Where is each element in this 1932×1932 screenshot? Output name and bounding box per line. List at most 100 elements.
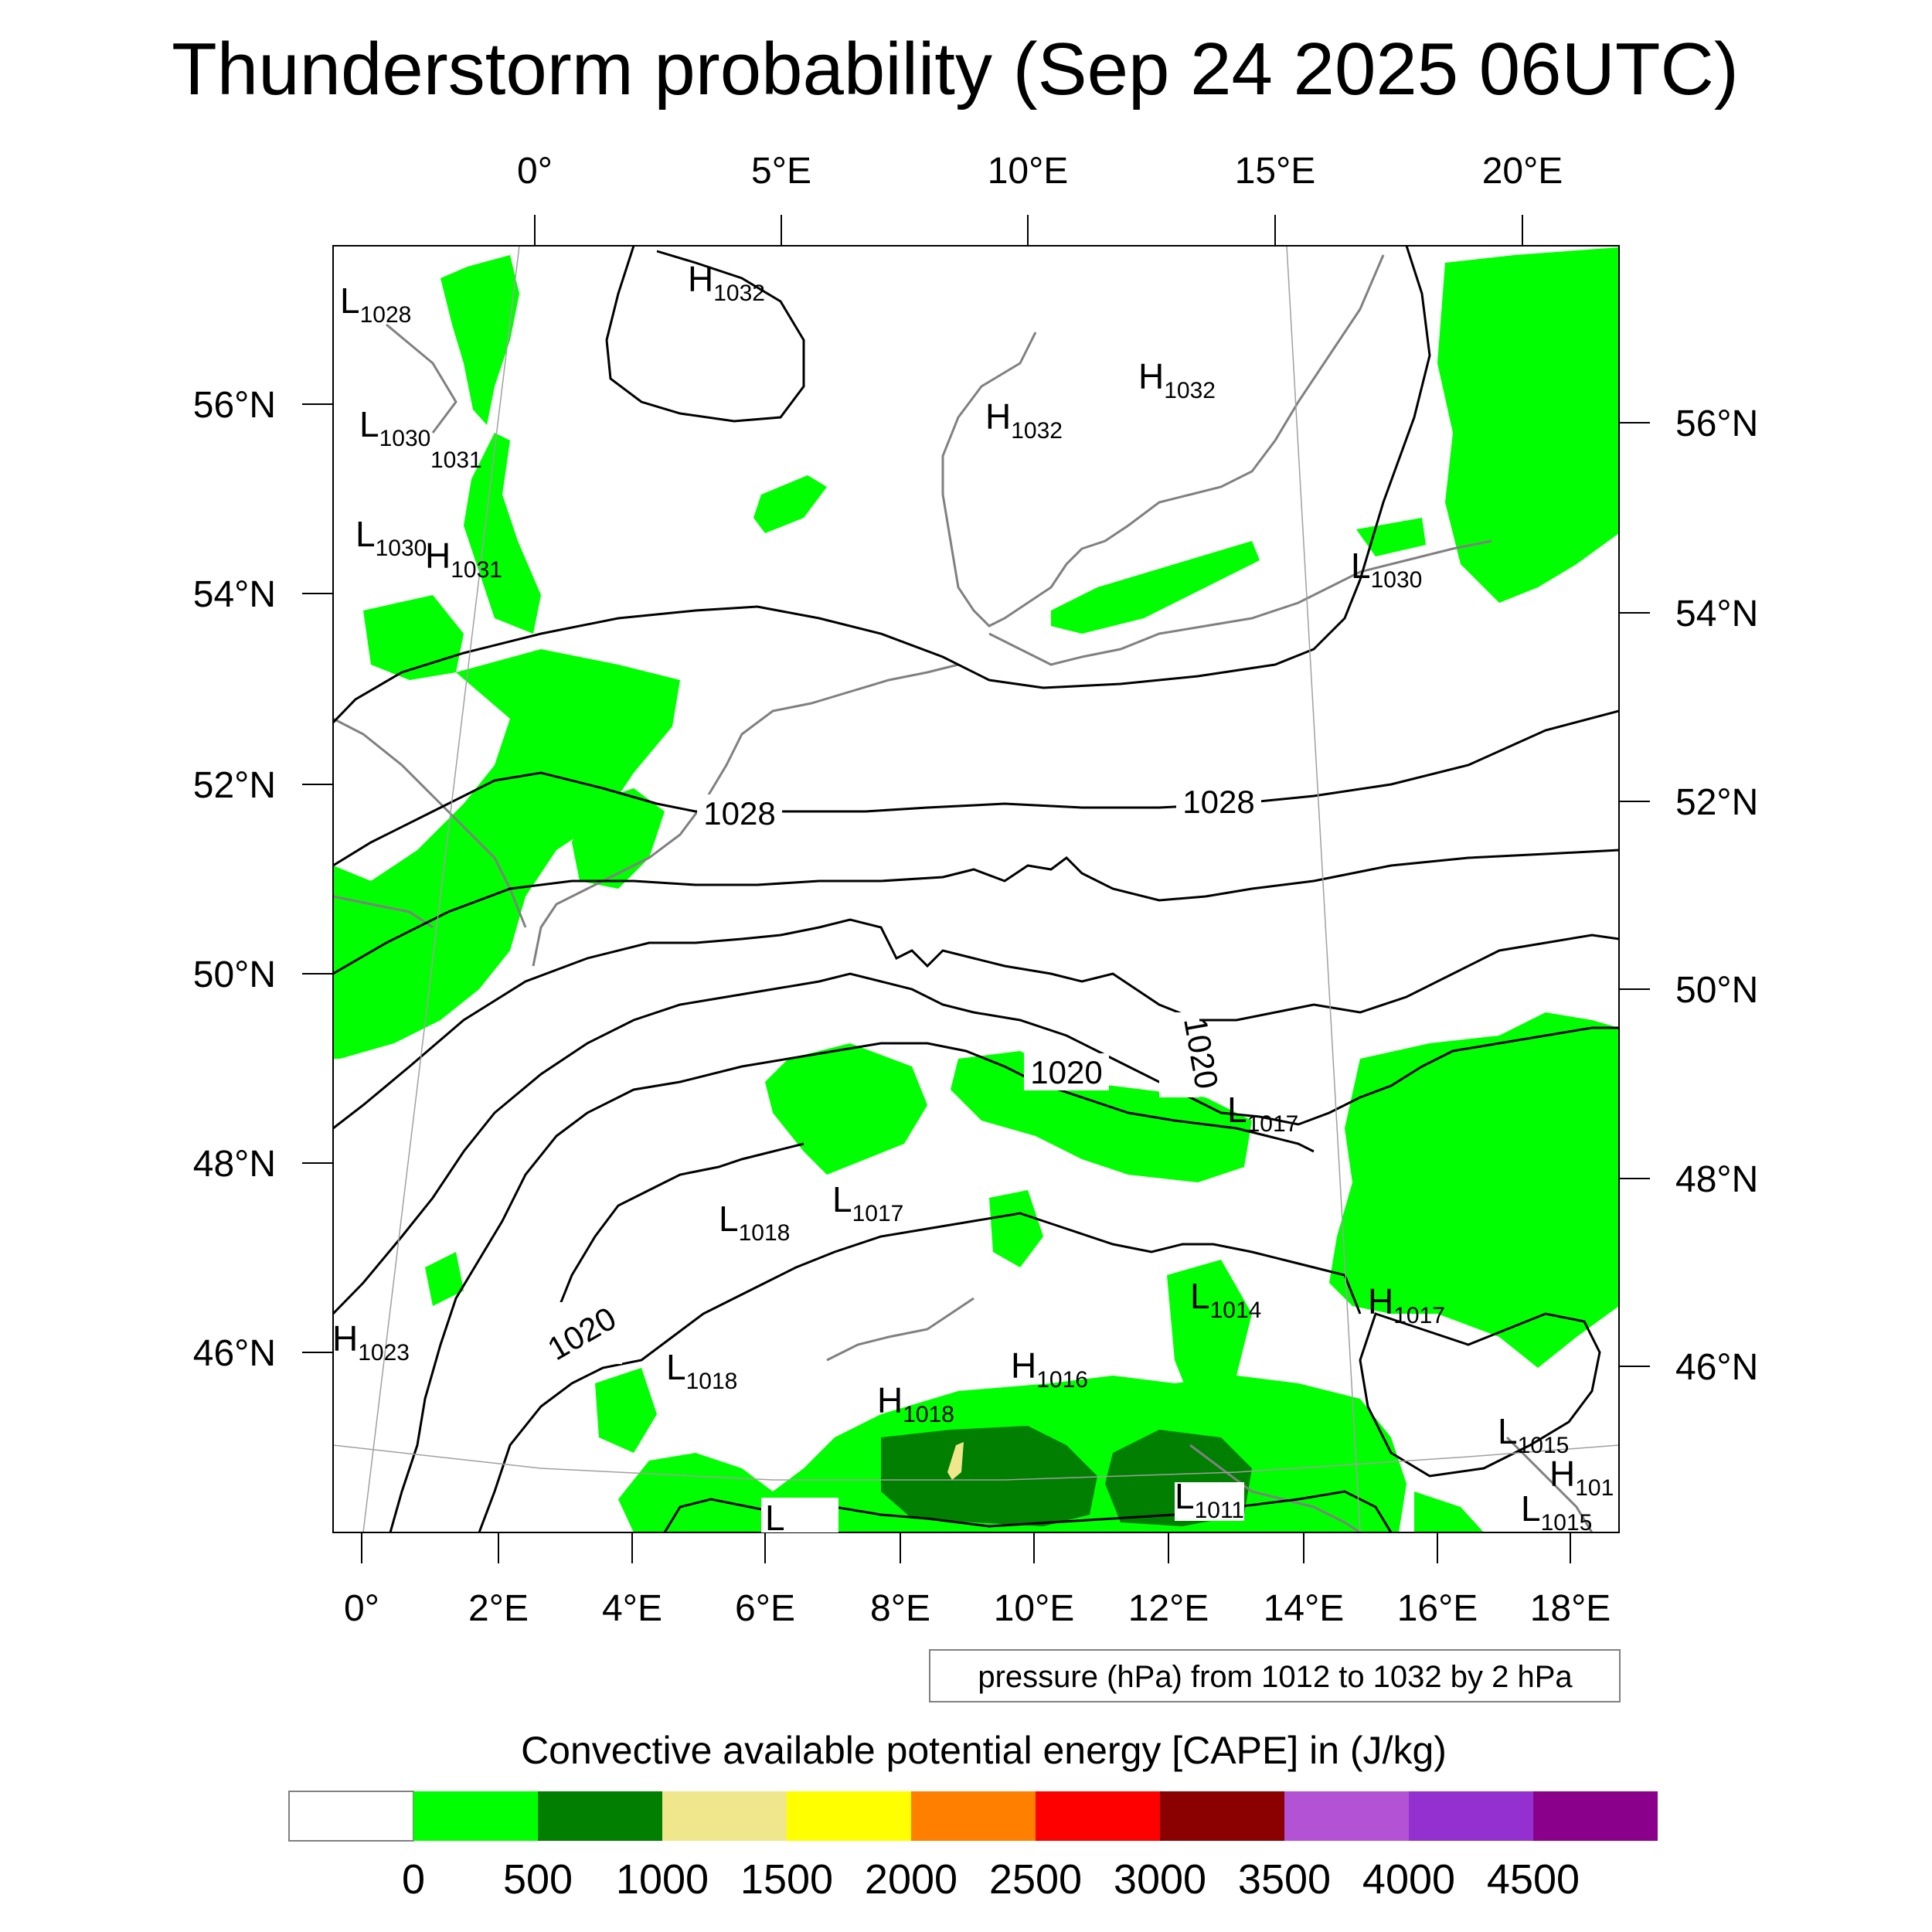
pressure-center-label: L1015 <box>1521 1488 1592 1536</box>
left-lat-axis <box>302 403 333 1353</box>
coastline-uk-east <box>333 717 527 928</box>
cape-area-uk-coast <box>363 595 464 680</box>
pressure-center-label: L1014 <box>1190 1276 1261 1323</box>
pressure-center-label: L1030 <box>355 514 427 561</box>
legend-color-box <box>1409 1791 1533 1841</box>
lat-label-right: 50°N <box>1675 970 1758 1011</box>
lat-label-left: 46°N <box>193 1333 276 1374</box>
lat-label-left: 54°N <box>193 574 276 615</box>
isobar-1028 <box>333 709 1619 867</box>
pressure-center-label: H101 <box>1549 1454 1614 1501</box>
legend-tick-label: 1500 <box>740 1856 833 1903</box>
legend-tick-label: 1000 <box>616 1856 709 1903</box>
isobar-1018 <box>478 1212 1362 1532</box>
contour-label-bg <box>1159 1012 1199 1097</box>
lat-label-right: 46°N <box>1675 1347 1758 1388</box>
lat-label-right: 54°N <box>1675 594 1758 634</box>
graticule <box>333 246 1619 1532</box>
plot-frame <box>332 245 1620 1533</box>
meridian-15e <box>1286 246 1361 1532</box>
contour-label: 1028 <box>1182 784 1254 820</box>
pressure-center-label: L1018 <box>719 1199 790 1246</box>
legend-color-box <box>1533 1791 1658 1841</box>
lon-label-top: 0° <box>517 151 553 192</box>
pressure-center-label: H1032 <box>1138 356 1216 403</box>
pressure-center-label: L1017 <box>832 1179 903 1226</box>
pressure-center-label: H1031 <box>425 536 502 583</box>
cape-legend: Convective available potential energy [C… <box>288 1729 1658 1903</box>
pressure-center-label: L1030 <box>1351 546 1422 593</box>
pressure-center-label: L1015 <box>1498 1411 1569 1458</box>
legend-tick-label: 4000 <box>1362 1856 1455 1903</box>
pressure-center-label: L1028 <box>340 281 411 328</box>
contour-info-box: pressure (hPa) from 1012 to 1032 by 2 hP… <box>929 1649 1621 1702</box>
lon-label-top: 5°E <box>751 151 811 192</box>
pressure-center-label: L1011 <box>1175 1476 1244 1523</box>
contour-label-bg <box>1176 783 1261 820</box>
cape-area-baltic-streak <box>1051 541 1260 634</box>
isobar-1020 <box>389 1042 1315 1532</box>
contour-label: 1020 <box>1030 1054 1102 1090</box>
legend-tick-label: 3000 <box>1114 1856 1206 1903</box>
lon-label-top: 20°E <box>1482 151 1563 192</box>
map-plot-area: 1028 1028 1020 1020 1020 H1032 L1028 H10… <box>193 151 1759 1629</box>
legend-labels: 0 500 1000 1500 2000 2500 3000 3500 4000 4500 <box>402 1856 1580 1903</box>
pressure-center-label: H1016 <box>1011 1345 1088 1393</box>
coastline-adriatic <box>1189 1444 1361 1532</box>
isobar-1022 <box>333 972 1619 1315</box>
coastline-north-sea-continent <box>532 663 959 967</box>
cape-area-baltic-states <box>1437 247 1619 603</box>
coastline-uk-north <box>386 323 457 434</box>
coastline-scandinavia <box>941 254 1385 628</box>
right-lat-axis <box>1619 422 1650 1367</box>
coastline-baltic-south <box>988 539 1492 666</box>
legend-color-box <box>1284 1791 1409 1841</box>
lat-label-left: 48°N <box>193 1144 276 1185</box>
cape-area-channel-belgium <box>333 649 680 1059</box>
pressure-center-label: H1032 <box>985 396 1063 444</box>
cape-area-benelux-streak <box>572 788 665 889</box>
map-title: Thunderstorm probability (Sep 24 2025 06… <box>172 28 1739 111</box>
pressure-center-label: L1030 <box>359 404 430 451</box>
isobar-1030 <box>333 246 1431 724</box>
legend-tick-label: 500 <box>503 1856 573 1903</box>
parallel-45n <box>333 1444 1619 1481</box>
lon-label-bottom: 16°E <box>1397 1588 1478 1629</box>
lat-label-right: 56°N <box>1675 403 1758 444</box>
cape-area-south-france <box>595 1368 657 1453</box>
coastlines <box>333 254 1594 1532</box>
isobar-1016-east <box>1359 1312 1601 1478</box>
lat-label-left: 56°N <box>193 385 276 426</box>
lon-label-bottom: 14°E <box>1264 1588 1345 1629</box>
pressure-center-label: H1032 <box>688 259 765 306</box>
contour-labels: 1028 1028 1020 1020 1020 <box>542 783 1261 1367</box>
contour-info-frame <box>929 1649 1621 1702</box>
cape-area-po-valley-west <box>881 1426 1097 1526</box>
legend-color-box <box>787 1791 911 1841</box>
lat-label-left: 52°N <box>193 765 276 806</box>
contour-info-text: pressure (hPa) from 1012 to 1032 by 2 hP… <box>978 1660 1573 1694</box>
pressure-center-label: L <box>765 1498 785 1538</box>
lat-label-left: 50°N <box>193 954 276 995</box>
lon-label-bottom: 6°E <box>735 1588 795 1629</box>
lon-label-top: 10°E <box>988 151 1069 192</box>
lon-label-bottom: 0° <box>344 1588 379 1629</box>
legend-tick-label: 4500 <box>1487 1856 1580 1903</box>
cape-area-south-germany <box>765 1043 927 1175</box>
legend-color-box <box>662 1791 787 1841</box>
cape-area-baltic-east <box>1356 518 1426 556</box>
legend-color-box <box>288 1791 414 1842</box>
isobar-1024 <box>333 918 1619 1130</box>
legend-color-bar <box>288 1791 1658 1842</box>
cape-dark-green-areas <box>881 1426 1252 1526</box>
cape-khaki-areas <box>947 1442 964 1480</box>
lon-label-bottom: 10°E <box>994 1588 1075 1629</box>
contour-label-bg <box>1024 1053 1109 1090</box>
legend-color-box <box>538 1791 662 1841</box>
pressure-center-label: H1017 <box>1368 1281 1445 1328</box>
legend-color-box <box>1036 1791 1160 1841</box>
pressure-center-label: H1023 <box>332 1318 410 1366</box>
legend-tick-label: 3500 <box>1238 1856 1331 1903</box>
cape-area-adriatic-coast <box>1414 1492 1484 1532</box>
cape-area-north-sea-strip <box>464 433 541 634</box>
